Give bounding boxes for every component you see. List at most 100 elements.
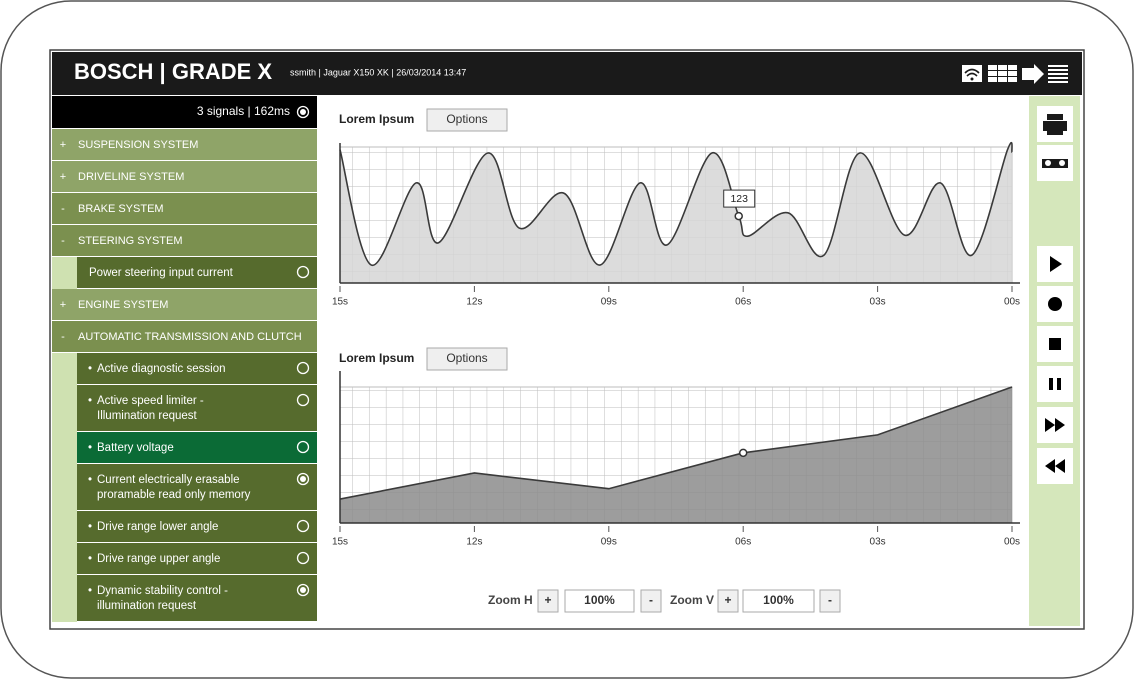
tree-prefix: • bbox=[88, 585, 92, 597]
header-icons bbox=[962, 64, 1068, 84]
tree-label: SUSPENSION SYSTEM bbox=[78, 139, 198, 151]
highlight-point[interactable] bbox=[734, 211, 743, 221]
zoom-plus[interactable] bbox=[717, 589, 739, 613]
tree-item[interactable] bbox=[77, 385, 317, 431]
radio[interactable] bbox=[296, 265, 310, 279]
zoom-plus[interactable] bbox=[537, 589, 559, 613]
radio[interactable] bbox=[296, 583, 310, 597]
header-bar bbox=[52, 52, 1082, 95]
tree-label: BRAKE SYSTEM bbox=[78, 203, 164, 215]
radio[interactable] bbox=[296, 519, 310, 533]
radio-dot bbox=[300, 476, 306, 482]
zoom-label: Zoom V bbox=[670, 593, 714, 607]
tree-label: AUTOMATIC TRANSMISSION AND CLUTCH bbox=[78, 331, 302, 343]
tree-prefix: + bbox=[60, 299, 66, 311]
tree-item[interactable] bbox=[52, 193, 317, 224]
x-tick-label: 15s bbox=[332, 297, 348, 308]
indent-strip bbox=[52, 543, 77, 575]
radio[interactable] bbox=[296, 440, 310, 454]
indent-strip bbox=[52, 464, 77, 511]
tree-label: STEERING SYSTEM bbox=[78, 235, 183, 247]
tree-prefix: + bbox=[60, 139, 66, 151]
tree-item[interactable] bbox=[77, 543, 317, 574]
x-tick-label: 12s bbox=[466, 297, 482, 308]
zoom-field[interactable] bbox=[564, 589, 635, 613]
tree-prefix: • bbox=[88, 363, 92, 375]
area-fill bbox=[340, 387, 1012, 523]
session-info: ssmith | Jaguar X150 XK | 26/03/2014 13:… bbox=[290, 67, 466, 77]
radio[interactable] bbox=[296, 551, 310, 565]
tree-item[interactable] bbox=[52, 321, 317, 352]
options-label: Options bbox=[446, 351, 487, 365]
tree-label: DRIVELINE SYSTEM bbox=[78, 171, 184, 183]
radio-dot bbox=[300, 587, 306, 593]
x-tick-label: 15s bbox=[332, 537, 348, 548]
tree-item[interactable] bbox=[77, 464, 317, 510]
zoom-label: Zoom H bbox=[488, 593, 533, 607]
tree-prefix: • bbox=[88, 395, 92, 407]
tree-item[interactable] bbox=[77, 353, 317, 384]
options-button[interactable] bbox=[426, 347, 508, 371]
zoom-field[interactable] bbox=[742, 589, 815, 613]
indent-strip bbox=[52, 385, 77, 432]
area-fill bbox=[340, 142, 1013, 283]
tree-label: Active speed limiter - bbox=[97, 395, 204, 407]
tree-label: proramable read only memory bbox=[97, 489, 251, 501]
toolbar-buttons bbox=[1037, 106, 1073, 484]
x-tick-label: 00s bbox=[1004, 297, 1020, 308]
grid-icon[interactable] bbox=[988, 65, 1017, 82]
x-tick-label: 03s bbox=[870, 537, 886, 548]
chart-title: Lorem Ipsum bbox=[339, 351, 414, 365]
tree-item[interactable] bbox=[52, 289, 317, 320]
tree-prefix: + bbox=[60, 171, 66, 183]
indent-strip bbox=[52, 575, 77, 622]
tree-item[interactable] bbox=[77, 575, 317, 621]
tree-label: Power steering input current bbox=[89, 267, 234, 279]
series-line bbox=[339, 142, 1013, 266]
tree-label: Current electrically erasable bbox=[97, 474, 240, 486]
zoom-minus[interactable] bbox=[819, 589, 841, 613]
zoom-minus-label: - bbox=[828, 593, 832, 607]
x-tick-label: 06s bbox=[735, 297, 751, 308]
tree-prefix: • bbox=[88, 474, 92, 486]
chart-title: Lorem Ipsum bbox=[339, 112, 414, 126]
options-label: Options bbox=[446, 112, 487, 126]
tree-label: Drive range upper angle bbox=[97, 553, 220, 565]
tree-item[interactable] bbox=[77, 432, 317, 463]
tree-item[interactable] bbox=[77, 511, 317, 542]
indent-strip bbox=[52, 511, 77, 543]
tooltip bbox=[723, 189, 756, 208]
x-tick-label: 03s bbox=[870, 297, 886, 308]
status-text: 3 signals | 162ms bbox=[197, 104, 290, 118]
x-tick-label: 12s bbox=[466, 537, 482, 548]
radio-dot bbox=[300, 109, 306, 115]
zoom-value: 100% bbox=[763, 593, 794, 607]
exit-icon[interactable] bbox=[1022, 64, 1044, 84]
x-tick-label: 09s bbox=[601, 537, 617, 548]
radio[interactable] bbox=[296, 393, 310, 407]
highlight-point[interactable] bbox=[738, 448, 748, 458]
tree-prefix: - bbox=[61, 235, 65, 247]
tooltip-value: 123 bbox=[730, 193, 748, 205]
tree-item[interactable] bbox=[52, 129, 317, 160]
radio[interactable] bbox=[296, 105, 310, 119]
menu-icon[interactable] bbox=[1048, 65, 1068, 83]
tree-label: Illumination request bbox=[97, 410, 198, 422]
tree-label: Active diagnostic session bbox=[97, 363, 225, 375]
zoom-minus[interactable] bbox=[640, 589, 662, 613]
radio[interactable] bbox=[296, 361, 310, 375]
tree-item[interactable] bbox=[52, 161, 317, 192]
tree-prefix: • bbox=[88, 442, 92, 454]
tree-label: ENGINE SYSTEM bbox=[78, 299, 168, 311]
tree-prefix: - bbox=[61, 203, 65, 215]
tree-item[interactable] bbox=[77, 257, 317, 288]
tree-item[interactable] bbox=[52, 225, 317, 256]
brand: BOSCH | GRADE X bbox=[74, 59, 272, 84]
pause-button[interactable] bbox=[1037, 366, 1073, 402]
tree-label: Battery voltage bbox=[97, 442, 174, 454]
options-button[interactable] bbox=[426, 108, 508, 132]
radio[interactable] bbox=[296, 472, 310, 486]
tree-label: Dynamic stability control - bbox=[97, 585, 228, 597]
